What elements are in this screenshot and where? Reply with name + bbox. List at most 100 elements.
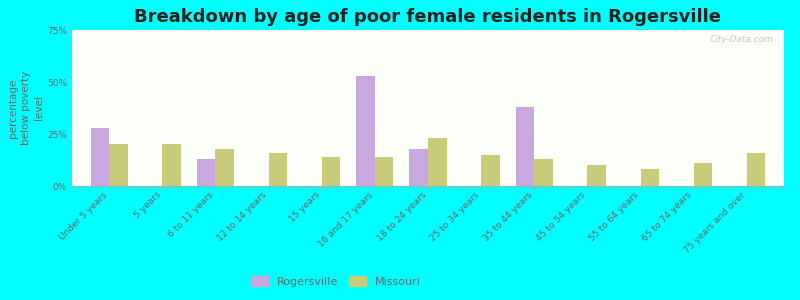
Bar bbox=[72, 31, 784, 127]
Bar bbox=[72, 31, 784, 100]
Bar bbox=[72, 31, 784, 158]
Bar bbox=[72, 30, 784, 68]
Bar bbox=[72, 32, 784, 175]
Bar bbox=[72, 31, 784, 141]
Bar bbox=[428, 138, 446, 186]
Bar bbox=[72, 30, 784, 46]
Bar bbox=[72, 31, 784, 134]
Bar bbox=[72, 31, 784, 88]
Bar bbox=[72, 30, 784, 49]
Bar bbox=[72, 31, 784, 163]
Bar bbox=[72, 30, 784, 41]
Bar bbox=[72, 30, 784, 63]
Bar bbox=[587, 165, 606, 186]
Bar bbox=[72, 32, 784, 177]
Bar bbox=[72, 32, 784, 170]
Bar bbox=[72, 30, 784, 55]
Bar bbox=[72, 31, 784, 97]
Bar bbox=[72, 30, 784, 44]
Legend: Rogersville, Missouri: Rogersville, Missouri bbox=[247, 272, 425, 291]
Bar bbox=[516, 107, 534, 186]
Bar bbox=[72, 31, 784, 110]
Text: City-Data.com: City-Data.com bbox=[710, 35, 774, 44]
Bar bbox=[72, 32, 784, 173]
Bar bbox=[72, 30, 784, 52]
Bar bbox=[72, 30, 784, 36]
Bar bbox=[72, 31, 784, 164]
Bar bbox=[72, 30, 784, 33]
Bar bbox=[72, 31, 784, 78]
Bar bbox=[72, 32, 784, 172]
Bar bbox=[375, 157, 394, 186]
Bar bbox=[72, 31, 784, 153]
Bar bbox=[72, 31, 784, 92]
Bar bbox=[72, 32, 784, 180]
Bar bbox=[72, 31, 784, 83]
Bar bbox=[72, 31, 784, 99]
Bar bbox=[109, 144, 128, 186]
Bar bbox=[410, 148, 428, 186]
Bar bbox=[72, 30, 784, 70]
Bar bbox=[72, 30, 784, 50]
Bar bbox=[481, 155, 500, 186]
Bar bbox=[72, 32, 784, 178]
Bar bbox=[356, 76, 375, 186]
Bar bbox=[641, 169, 659, 186]
Bar bbox=[72, 32, 784, 184]
Bar bbox=[72, 31, 784, 117]
Bar bbox=[72, 31, 784, 147]
Bar bbox=[72, 31, 784, 131]
Bar bbox=[72, 32, 784, 167]
Bar bbox=[72, 31, 784, 89]
Bar bbox=[72, 31, 784, 150]
Bar bbox=[72, 30, 784, 53]
Bar bbox=[72, 30, 784, 61]
Bar bbox=[72, 31, 784, 152]
Bar bbox=[72, 30, 784, 56]
Bar bbox=[72, 30, 784, 35]
Bar bbox=[72, 31, 784, 91]
Bar bbox=[72, 30, 784, 31]
Bar bbox=[72, 31, 784, 82]
Bar bbox=[72, 31, 784, 122]
Bar bbox=[72, 31, 784, 142]
Bar bbox=[72, 31, 784, 95]
Bar bbox=[72, 30, 784, 64]
Bar bbox=[72, 31, 784, 128]
Bar bbox=[694, 163, 712, 186]
Bar bbox=[72, 31, 784, 111]
Bar bbox=[72, 31, 784, 108]
Bar bbox=[72, 31, 784, 102]
Bar bbox=[72, 32, 784, 186]
Bar bbox=[72, 31, 784, 80]
Bar bbox=[72, 30, 784, 60]
Bar bbox=[72, 32, 784, 181]
Bar bbox=[72, 30, 784, 43]
Bar bbox=[322, 157, 340, 186]
Bar bbox=[72, 31, 784, 148]
Bar bbox=[72, 30, 784, 58]
Bar bbox=[72, 30, 784, 47]
Bar bbox=[72, 31, 784, 144]
Bar bbox=[72, 30, 784, 39]
Bar bbox=[72, 31, 784, 161]
Bar bbox=[72, 31, 784, 160]
Bar bbox=[72, 32, 784, 169]
Bar bbox=[534, 159, 553, 186]
Bar bbox=[269, 153, 287, 186]
Bar bbox=[72, 31, 784, 103]
Bar bbox=[72, 31, 784, 106]
Bar bbox=[72, 31, 784, 86]
Bar bbox=[72, 31, 784, 156]
Bar bbox=[747, 153, 766, 186]
Bar bbox=[72, 31, 784, 146]
Bar bbox=[72, 31, 784, 125]
Bar bbox=[162, 144, 181, 186]
Bar bbox=[72, 31, 784, 133]
Bar bbox=[72, 31, 784, 114]
Bar bbox=[72, 31, 784, 85]
Bar bbox=[215, 148, 234, 186]
Bar bbox=[90, 128, 109, 186]
Bar bbox=[72, 30, 784, 74]
Bar bbox=[72, 31, 784, 77]
